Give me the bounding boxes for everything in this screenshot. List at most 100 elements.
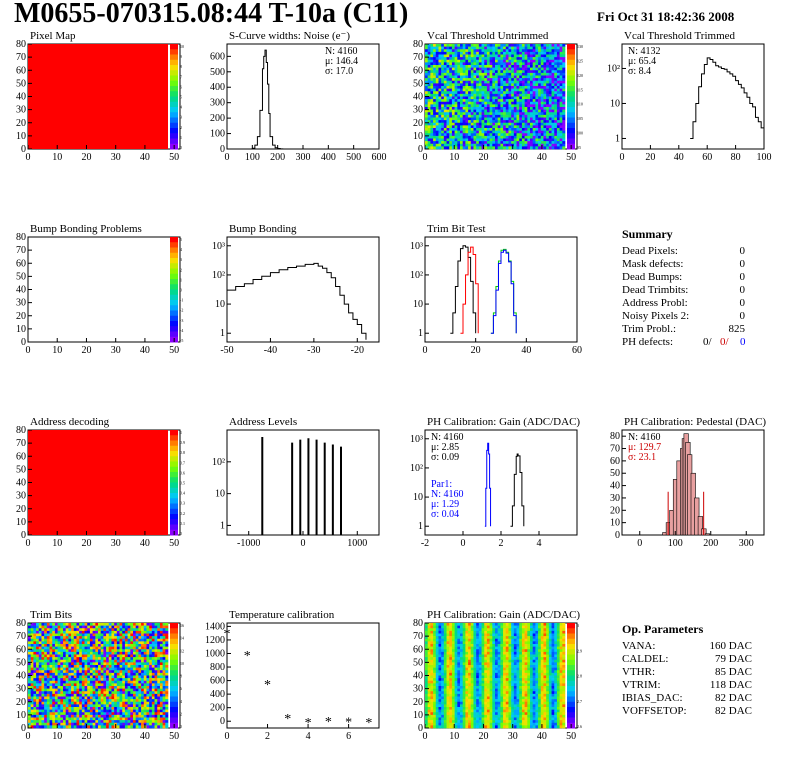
heatmap-cell (449, 130, 453, 134)
heatmap-cell (495, 135, 498, 139)
heatmap-cell (489, 46, 493, 50)
heatmap-cell (30, 654, 34, 658)
heatmap-cell (165, 720, 169, 724)
heatmap-cell (68, 691, 72, 695)
heatmap-cell (530, 91, 533, 95)
heatmap-cell (438, 628, 442, 632)
heatmap-cell (63, 638, 66, 642)
heatmap-cell (38, 644, 42, 647)
palette-swatch (170, 717, 178, 724)
summary-label: Dead Pixels: (622, 245, 678, 257)
x-tick-label: 10 (52, 731, 62, 742)
heatmap-cell (154, 657, 158, 661)
heatmap-cell (52, 725, 56, 729)
heatmap-cell (511, 623, 515, 626)
heatmap-cell (81, 696, 85, 700)
heatmap-cell (548, 146, 552, 150)
heatmap-cell (135, 678, 139, 682)
heatmap-cell (497, 99, 501, 103)
heatmap-cell (457, 138, 461, 142)
heatmap-cell (103, 693, 107, 697)
heatmap-cell (513, 88, 517, 92)
x-tick-label: 50 (169, 538, 179, 549)
heatmap-cell (503, 46, 507, 50)
heatmap-cell (449, 86, 453, 89)
heatmap-cell (36, 651, 40, 655)
heatmap-cell (489, 633, 493, 637)
heatmap-cell (81, 654, 85, 658)
heatmap-cell (106, 628, 110, 632)
heatmap-cell (500, 107, 504, 110)
heatmap-cell (430, 49, 434, 53)
heatmap-cell (60, 725, 64, 729)
heatmap-cell (495, 109, 498, 113)
heatmap-cell (52, 636, 56, 640)
heatmap-cell (122, 722, 126, 726)
y-tick-label: 20 (16, 311, 26, 322)
heatmap-cell (73, 717, 77, 721)
heatmap-cell (114, 691, 118, 695)
heatmap-cell (516, 135, 520, 139)
heatmap-cell (151, 662, 155, 666)
heatmap-cell (430, 65, 434, 68)
heatmap-cell (435, 120, 439, 124)
stat-text: N: 4132 (628, 46, 661, 57)
heatmap-cell (108, 683, 112, 687)
heatmap-cell (103, 707, 107, 710)
stat-text: μ: 146.4 (325, 56, 358, 67)
palette-swatch (567, 65, 575, 71)
heatmap-cell (119, 665, 123, 668)
heatmap-cell (532, 625, 536, 629)
x-tick-label: -20 (351, 345, 364, 356)
heatmap-cell (57, 633, 61, 637)
heatmap-cell (551, 122, 555, 126)
heatmap-cell (433, 62, 437, 66)
heatmap-cell (535, 143, 539, 147)
heatmap-cell (116, 623, 120, 626)
heatmap-cell (476, 143, 480, 147)
heatmap-cell (451, 628, 455, 632)
heatmap-cell (111, 683, 115, 687)
heatmap-cell (122, 675, 126, 679)
heatmap-cell (516, 133, 520, 137)
heatmap-cell (465, 109, 469, 113)
heatmap-cell (130, 630, 134, 634)
heatmap-cell (52, 701, 56, 705)
heatmap-cell (71, 709, 75, 713)
palette-swatch (170, 128, 178, 134)
heatmap-cell (443, 146, 447, 150)
heatmap-cell (92, 633, 96, 637)
heatmap-cell (476, 112, 480, 116)
heatmap-cell (481, 109, 485, 113)
heatmap-cell (54, 675, 58, 679)
heatmap-cell (159, 665, 163, 668)
heatmap-cell (76, 628, 80, 632)
series-line (460, 246, 479, 334)
heatmap-cell (503, 65, 507, 68)
heatmap-cell (476, 125, 480, 129)
heatmap-cell (133, 720, 136, 724)
heatmap-cell (462, 141, 466, 145)
heatmap-cell (143, 696, 147, 700)
heatmap-cell (478, 101, 482, 105)
heatmap-cell (33, 670, 37, 674)
heatmap-cell (122, 712, 126, 716)
heatmap-cell (122, 657, 126, 661)
heatmap-cell (559, 51, 563, 55)
heatmap-cell (527, 128, 531, 131)
heatmap-cell (470, 44, 474, 47)
heatmap-cell (135, 712, 139, 716)
heatmap-cell (33, 625, 37, 629)
heatmap-cell (33, 657, 37, 661)
heatmap-cell (427, 630, 431, 634)
heatmap-cell (84, 699, 88, 703)
heatmap-cell (151, 649, 155, 653)
heatmap-cell (33, 704, 37, 708)
heatmap-cell (443, 107, 447, 110)
heatmap-cell (81, 686, 85, 689)
heatmap-cell (476, 107, 480, 110)
x-tick-label: 10 (52, 538, 62, 549)
heatmap-cell (130, 638, 134, 642)
heatmap-cell (84, 672, 88, 676)
